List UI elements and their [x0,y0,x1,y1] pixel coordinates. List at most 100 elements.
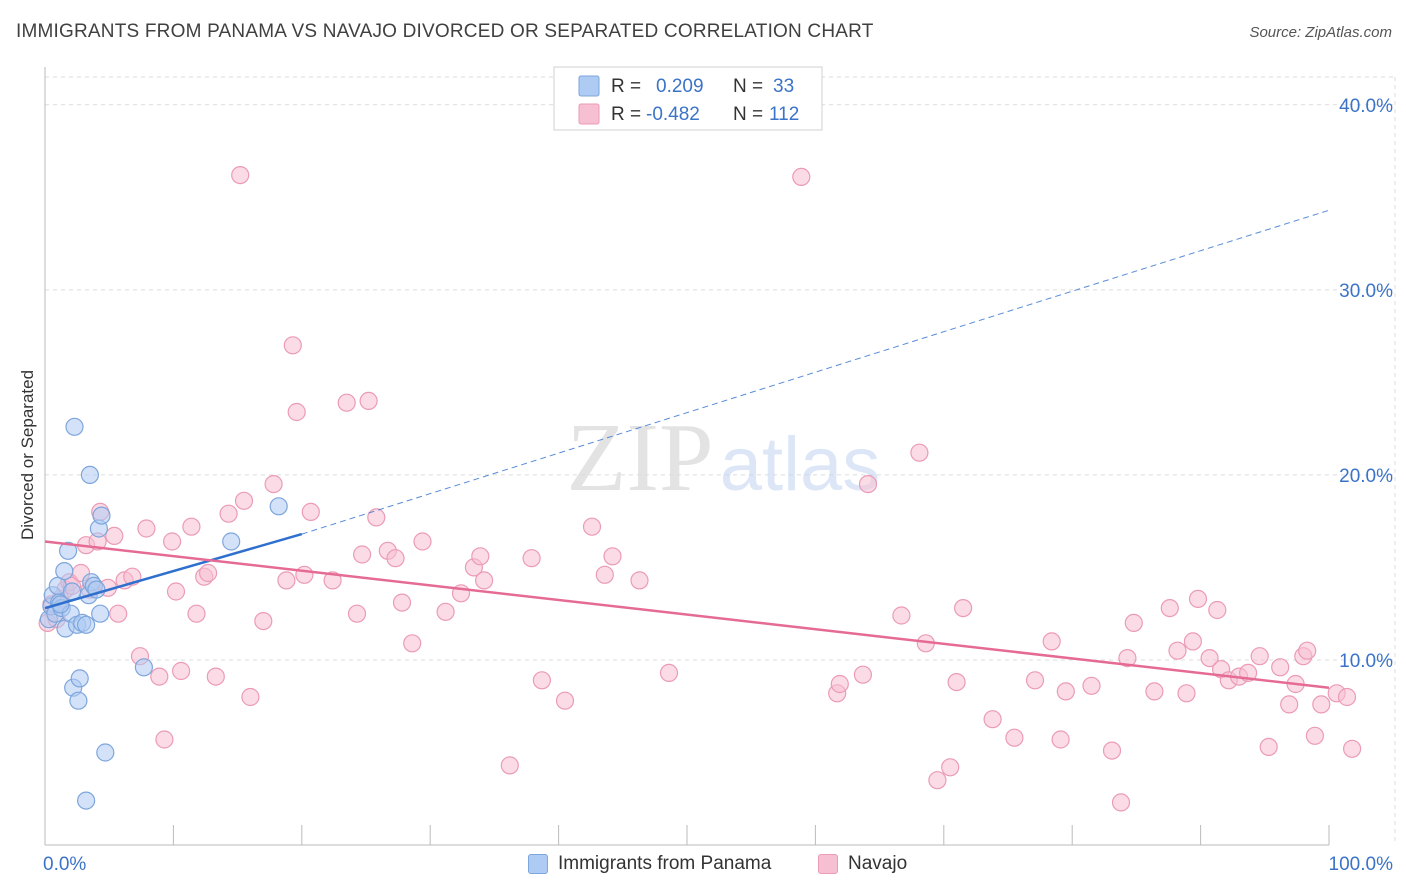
navajo-point-49 [403,634,422,653]
navajo-point-74 [941,758,960,777]
navajo-point-25 [187,604,206,623]
navajo-point-83 [1082,676,1101,695]
navajo-point-33 [254,611,273,631]
navajo-point-32 [241,687,260,707]
panama-point-28 [76,791,96,810]
navajo-point-84 [1102,741,1122,760]
navajo-point-106 [1298,641,1317,660]
legend-label-navajo: Navajo [848,853,908,874]
watermark-zip: ZIP [567,404,714,512]
series-legend: Immigrants from Panama Navajo [0,849,1406,879]
navajo-point-34 [264,475,283,494]
x-tick-label-1: 100.0% [1329,854,1394,875]
navajo-point-21 [163,532,182,551]
navajo-point-75 [947,672,966,692]
navajo-point-93 [1188,589,1208,609]
navajo-point-65 [792,167,811,186]
navajo-point-27 [199,563,218,583]
navajo-point-56 [500,756,519,775]
panama-point-7 [55,561,74,581]
legend-swatch-navajo [818,854,838,874]
navajo-point-40 [323,571,342,590]
panama-point-27 [96,743,115,762]
navajo-point-63 [630,571,649,590]
navajo-point-110 [1337,687,1357,707]
navajo-point-29 [219,504,238,523]
navajo-point-62 [603,547,622,566]
panama-point-20 [80,465,100,484]
navajo-point-60 [582,517,602,536]
panama-point-15 [69,691,88,710]
navajo-point-22 [166,582,186,601]
navajo-point-47 [386,549,405,568]
panama-point-31 [269,497,288,516]
stats-r-value-1: 0.209 [656,76,704,97]
navajo-point-57 [522,549,541,568]
navajo-point-103 [1280,695,1299,714]
panama-point-18 [76,615,96,634]
navajo-point-51 [436,602,455,621]
navajo-point-43 [353,545,372,564]
stats-legend-swatch-pink [578,103,600,125]
legend-label-panama: Immigrants from Panama [558,853,772,874]
navajo-point-58 [532,671,552,690]
stats-n-label-1: N = [733,76,763,97]
stats-n-value-1: 33 [773,76,794,97]
panama-point-13 [65,417,84,436]
navajo-point-13 [105,526,124,546]
navajo-point-14 [109,604,128,623]
panama-point-25 [91,604,110,623]
y-tick-label-1: 20.0% [1339,466,1393,487]
y-tick-label-0: 10.0% [1339,651,1393,672]
panama-point-9 [58,541,78,560]
navajo-point-108 [1312,695,1331,714]
navajo-point-90 [1168,641,1187,660]
panama-point-16 [70,669,89,688]
y-tick-label-2: 30.0% [1339,281,1393,302]
navajo-point-54 [471,547,490,566]
navajo-point-18 [137,519,156,538]
navajo-point-69 [858,475,878,494]
chart-title: IMMIGRANTS FROM PANAMA VS NAVAJO DIVORCE… [16,21,874,42]
watermark-atlas: atlas [720,422,881,507]
navajo-point-61 [595,565,614,584]
panama-points [39,417,288,810]
navajo-point-80 [1042,632,1061,651]
trend-lines [44,209,1330,689]
source-credit: Source: ZipAtlas.com [1249,24,1392,41]
legend-swatch-panama [528,854,548,874]
navajo-point-88 [1145,682,1164,701]
x-tick-label-0: 0.0% [43,854,86,875]
navajo-point-101 [1259,737,1278,757]
stats-legend: R = 0.209 N = 33 R = -0.482 N = 112 [553,66,823,131]
navajo-point-89 [1160,598,1179,618]
navajo-point-102 [1271,658,1290,677]
stats-n-label-2: N = [733,104,763,125]
navajo-point-68 [853,665,873,684]
navajo-point-41 [337,393,356,412]
navajo-point-95 [1208,600,1227,620]
y-tick-label-3: 40.0% [1339,96,1393,117]
navajo-point-45 [367,508,386,527]
navajo-point-77 [983,710,1002,729]
navajo-point-50 [413,532,432,551]
navajo-point-79 [1025,671,1045,690]
navajo-point-107 [1305,726,1325,745]
navajo-point-35 [277,571,296,590]
navajo-point-76 [953,598,973,618]
navajo-point-44 [359,391,378,410]
navajo-point-111 [1342,739,1362,758]
navajo-point-67 [830,674,849,694]
stats-n-value-2: 112 [769,104,799,125]
panama-point-29 [134,658,153,677]
tick-labels: 10.0% 20.0% 30.0% 40.0% 0.0% 100.0% [43,96,1393,875]
navajo-point-36 [283,336,302,355]
navajo-point-91 [1177,684,1196,703]
navajo-point-85 [1111,793,1131,812]
navajo-point-94 [1200,648,1219,668]
stats-r-value-2: -0.482 [646,104,700,125]
navajo-point-23 [172,661,191,681]
navajo-point-37 [287,402,306,422]
panama-point-26 [92,506,111,525]
